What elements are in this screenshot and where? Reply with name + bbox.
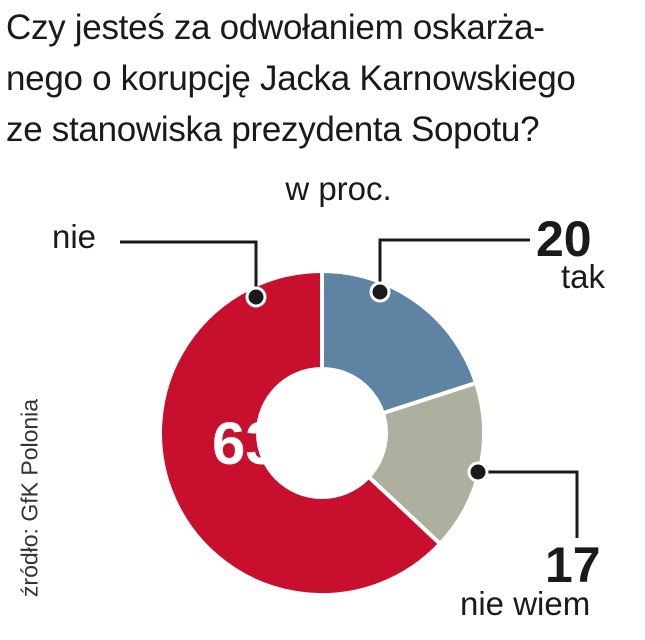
- leader-line-nie: [120, 240, 258, 297]
- value-tak: 20: [536, 211, 592, 267]
- source-note: źródło: GfK Polonia: [16, 398, 43, 598]
- label-nie: nie: [52, 218, 97, 255]
- leader-dot-nie-wiem: [467, 461, 489, 483]
- label-tak: tak: [561, 258, 606, 295]
- leader-dot-nie: [245, 286, 267, 308]
- donut-hole: [256, 367, 388, 499]
- leader-line-tak: [378, 238, 530, 292]
- unit-label: w proc.: [285, 170, 392, 207]
- label-nie-wiem: nie wiem: [460, 585, 591, 622]
- chart-title: Czy jesteś za odwołaniem oskarża- nego o…: [6, 8, 576, 149]
- leader-line-nie-wiem: [478, 470, 579, 538]
- value-nie: 63: [212, 410, 279, 477]
- value-nie-wiem: 17: [545, 537, 601, 593]
- leader-dot-tak: [369, 281, 391, 303]
